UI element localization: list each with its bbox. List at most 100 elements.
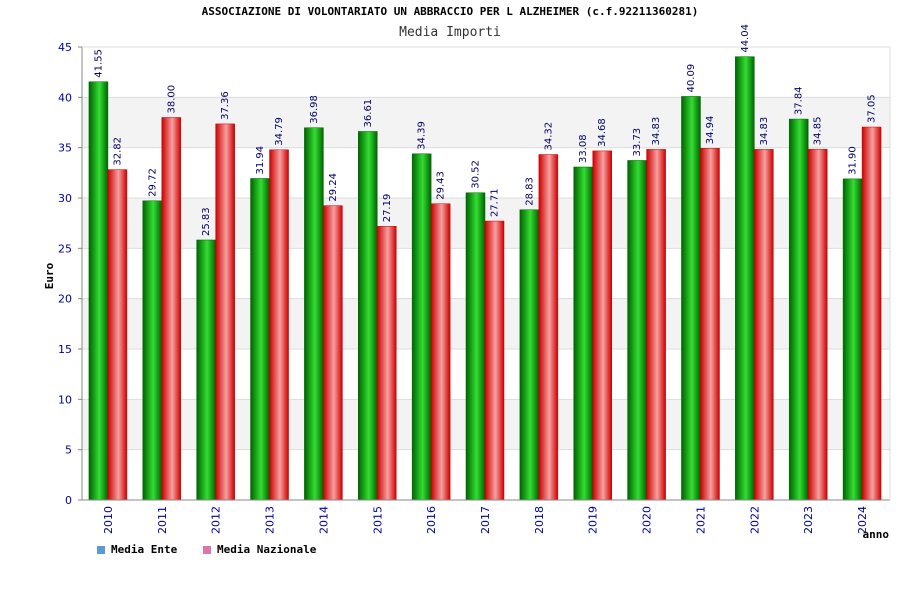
value-label: 27.71 [490,188,501,217]
bar-media-ente [250,178,270,501]
value-label: 33.08 [578,134,589,163]
bar-media-ente [842,178,863,501]
bar-media-nazionale [592,150,612,501]
background-band [82,47,890,98]
value-label: 36.98 [309,95,320,124]
x-tick-label: 2022 [748,506,761,534]
y-tick-label: 0 [65,494,72,507]
value-label: 37.05 [867,94,878,123]
value-label: 34.83 [651,117,662,146]
bar-media-ente [465,192,486,501]
x-tick-label: 2021 [694,506,707,534]
x-tick-label: 2014 [317,506,330,534]
legend-swatch-nazionale [203,545,211,554]
y-tick-label: 20 [58,293,72,306]
bar-media-nazionale [215,123,235,501]
bar-media-nazionale [700,148,720,501]
y-tick-label: 15 [58,343,72,356]
bar-media-nazionale [646,149,666,501]
value-label: 37.36 [220,91,231,120]
y-tick-labels: 0 5 10 15 20 25 30 35 40 45 [58,41,72,507]
value-label: 30.52 [471,160,482,189]
x-tick-label: 2018 [533,506,546,534]
value-label: 29.24 [328,173,339,202]
x-tick-labels: 2010 2011 2012 2013 2014 2015 2016 2017 2018 2019… [102,506,869,534]
bar-media-nazionale [484,220,505,501]
x-tick-label: 2012 [210,506,223,534]
y-tick-label: 25 [58,242,72,255]
bar-media-ente [304,127,324,501]
y-tick-label: 30 [58,192,72,205]
bar-media-nazionale [754,149,774,501]
x-tick-label: 2017 [479,506,492,534]
x-tick-label: 2020 [641,506,654,534]
chart-title: ASSOCIAZIONE DI VOLONTARIATO UN ABBRACCI… [201,5,699,18]
x-tick-label: 2011 [156,506,169,534]
x-tick-label: 2015 [371,506,384,534]
bar-media-nazionale [430,203,451,501]
value-label: 28.83 [524,177,535,206]
bar-media-ente [142,200,163,501]
value-label: 29.43 [436,171,447,200]
y-axis-label: Euro [43,262,56,289]
bar-media-ente [519,209,540,501]
bar-media-ente [573,166,593,501]
value-label: 33.73 [632,128,643,157]
y-tick-label: 35 [58,142,72,155]
legend-label-nazionale: Media Nazionale [217,543,317,556]
bar-media-ente [358,131,378,501]
bars [88,56,882,501]
bar-media-ente [88,81,109,501]
legend-item-ente: Media Ente [97,543,177,556]
bar-media-nazionale [161,117,182,501]
x-tick-label: 2019 [587,506,600,534]
axes [81,46,891,501]
bar-media-ente [788,118,809,501]
value-label: 34.94 [705,116,716,145]
legend-label-ente: Media Ente [111,543,178,556]
legend-swatch-ente [97,545,105,554]
bar-media-nazionale [323,205,343,501]
value-label: 25.83 [201,207,212,236]
value-label: 32.82 [112,137,123,166]
bar-media-nazionale [107,169,128,501]
value-label: 38.00 [166,85,177,114]
x-axis-label: anno [863,528,890,541]
x-tick-label: 2016 [425,506,438,534]
value-label: 34.39 [417,121,428,150]
value-label: 31.90 [848,146,859,175]
value-label: 34.85 [813,117,824,146]
x-tick-label: 2010 [102,506,115,534]
value-label: 34.83 [759,117,770,146]
bar-media-nazionale [377,226,397,501]
value-labels: 41.55 32.82 29.72 38.00 25.83 37.36 31.94 34.79… [93,24,877,236]
value-label: 34.68 [597,118,608,147]
value-label: 31.94 [255,146,266,175]
bar-media-nazionale [538,154,559,501]
bar-media-nazionale [269,149,289,501]
bar-media-ente [411,153,432,501]
value-label: 41.55 [93,49,104,78]
x-tick-label: 2024 [856,506,869,534]
value-label: 34.79 [274,117,285,146]
legend-item-nazionale: Media Nazionale [203,543,316,556]
value-label: 36.61 [363,99,374,128]
x-tick-label: 2023 [802,506,815,534]
value-label: 40.09 [686,64,697,93]
chart-subtitle: Media Importi [399,25,501,40]
value-label: 37.84 [794,86,805,115]
y-tick-label: 40 [58,91,72,104]
bar-media-ente [196,239,216,501]
bar-media-ente [735,56,755,501]
value-label: 34.32 [543,122,554,151]
value-label: 27.19 [382,194,393,223]
bar-media-ente [681,96,701,501]
y-tick-label: 10 [58,393,72,406]
bar-media-nazionale [807,148,828,501]
value-label: 29.72 [147,168,158,197]
y-tick-label: 45 [58,41,72,54]
bar-media-ente [627,160,647,501]
bar-media-nazionale [861,126,882,501]
value-label: 44.04 [740,24,751,53]
